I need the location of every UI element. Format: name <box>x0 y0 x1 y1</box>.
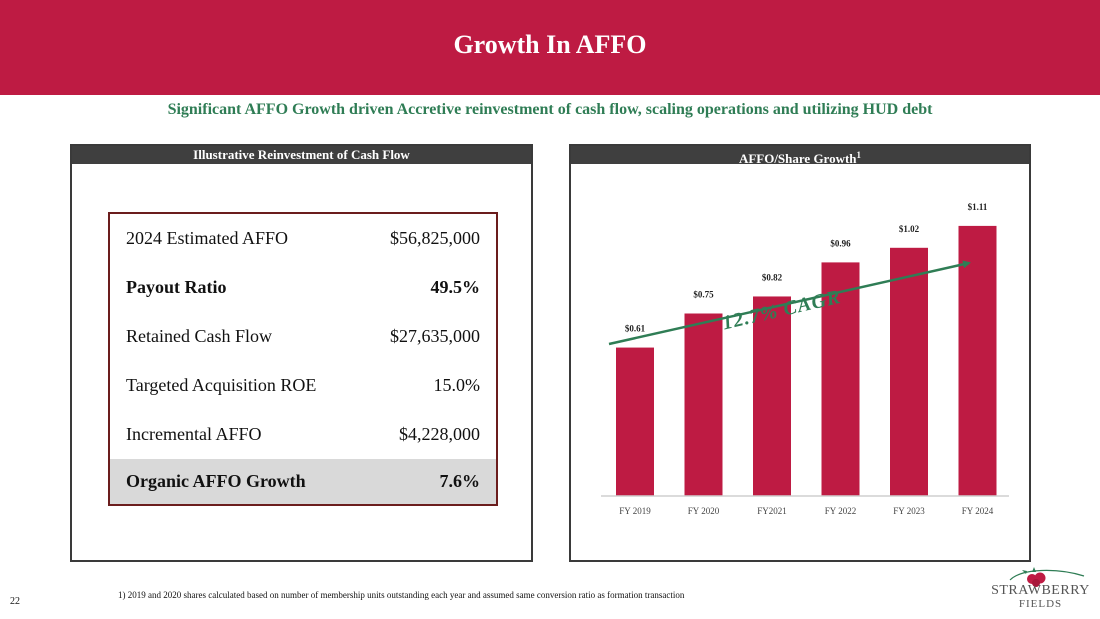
table-row: Incremental AFFO $4,228,000 <box>110 410 496 459</box>
affo-table: 2024 Estimated AFFO $56,825,000 Payout R… <box>108 212 498 506</box>
strawberry-icon <box>1009 567 1085 587</box>
row-value: $4,228,000 <box>399 424 480 444</box>
data-label: $0.82 <box>762 272 783 282</box>
x-tick-label: FY 2023 <box>893 506 925 516</box>
table-row-total: Organic AFFO Growth 7.6% <box>110 459 496 504</box>
footnote: 1) 2019 and 2020 shares calculated based… <box>118 590 685 600</box>
reinvestment-panel: Illustrative Reinvestment of Cash Flow 2… <box>70 144 533 562</box>
panel-header-text: AFFO/Share Growth <box>738 151 857 166</box>
row-label: 2024 Estimated AFFO <box>126 228 289 248</box>
bar-fy2021 <box>753 296 791 496</box>
data-label: $1.02 <box>899 224 920 234</box>
data-label: $1.11 <box>968 202 988 212</box>
affo-share-panel-header: AFFO/Share Growth1 <box>571 146 1029 166</box>
table-row: Retained Cash Flow $27,635,000 <box>110 312 496 361</box>
table-row: Targeted Acquisition ROE 15.0% <box>110 361 496 410</box>
strawberry-fields-logo: STRAWBERRY FIELDS <box>988 566 1098 616</box>
affo-bar-chart: $0.61 FY 2019 $0.75 FY 2020 $0.82 FY2021 $0.96… <box>601 202 1009 516</box>
bar-fy-2022 <box>821 262 860 496</box>
table-row: 2024 Estimated AFFO $56,825,000 <box>110 214 496 263</box>
bar-fy-2020 <box>684 313 723 496</box>
data-label: $0.61 <box>625 324 646 334</box>
logo-text-line1: STRAWBERRY <box>991 583 1090 598</box>
row-value: 49.5% <box>430 277 481 297</box>
row-label: Incremental AFFO <box>126 424 262 444</box>
footnote-marker: 1 <box>856 150 862 160</box>
data-label: $0.96 <box>830 238 851 248</box>
bar-fy-2024 <box>958 225 997 496</box>
row-value: $27,635,000 <box>390 326 480 346</box>
x-tick-label: FY 2024 <box>962 506 994 516</box>
page-subtitle: Significant AFFO Growth driven Accretive… <box>167 101 933 118</box>
reinvestment-panel-header: Illustrative Reinvestment of Cash Flow <box>72 146 531 164</box>
row-label: Organic AFFO Growth <box>126 471 306 491</box>
row-label: Payout Ratio <box>126 277 227 297</box>
bar-fy-2019 <box>616 347 654 496</box>
x-tick-label: FY 2022 <box>825 506 856 516</box>
cagr-arrow <box>608 260 971 346</box>
bar-fy-2023 <box>890 247 928 496</box>
data-label: $0.75 <box>693 290 714 300</box>
page-number: 22 <box>10 596 20 607</box>
row-label: Targeted Acquisition ROE <box>126 375 317 395</box>
x-tick-label: FY 2019 <box>619 506 651 516</box>
row-label: Retained Cash Flow <box>126 326 272 346</box>
header-band <box>0 0 1100 95</box>
x-tick-label: FY2021 <box>757 506 787 516</box>
affo-share-panel: AFFO/Share Growth1 $0.61 FY 2019 $0.75 FY 2… <box>569 144 1031 562</box>
row-value: $56,825,000 <box>390 228 480 248</box>
row-value: 7.6% <box>439 471 481 491</box>
page-title: Growth In AFFO <box>453 30 647 59</box>
row-value: 15.0% <box>433 375 481 395</box>
table-row: Payout Ratio 49.5% <box>110 263 496 312</box>
logo-text-line2: FIELDS <box>1018 598 1063 610</box>
x-tick-label: FY 2020 <box>688 506 720 516</box>
